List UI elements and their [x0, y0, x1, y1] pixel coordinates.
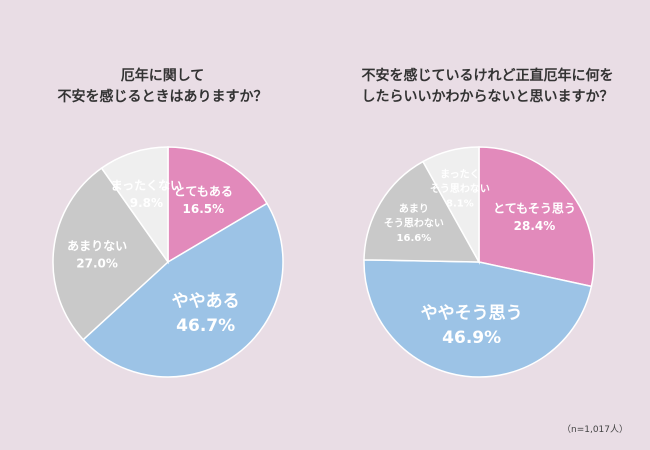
pie-1-slice-1-label: とてもある 16.5%: [174, 185, 233, 216]
slice-label-text: あまりない: [67, 239, 127, 253]
pie-2-slice-4-label: まったくそう思わない 8.1%: [430, 169, 490, 210]
slice-label-text: ややある: [172, 291, 240, 311]
slice-label-text: まったく: [440, 169, 480, 181]
pie-1-slice-4: [100, 146, 169, 265]
slice-label-text: ややそう思う: [421, 303, 523, 323]
chart-2-title: 不安を感じているけれど正直厄年に何を したらいいかわからないと思いますか？: [325, 66, 650, 108]
slice-label-text: とてもそう思う: [493, 202, 576, 216]
pie-chart-1: 厄年に関して 不安を感じるときはありますか？ とてもある 16.5% ややある 46.…: [0, 66, 325, 378]
pie-2-slice-1-label: とてもそう思う 28.4%: [493, 202, 576, 233]
chart-1-title-line-1: 厄年に関して: [120, 68, 205, 84]
slice-label-text: まったくない: [111, 179, 183, 193]
chart-1-title-line-2: 不安を感じるときはありますか？: [57, 89, 268, 105]
slice-label-text: あまり: [399, 202, 429, 215]
pie-2-slice-4: [421, 146, 480, 265]
pie-2-slice-2-label: ややそう思う 46.9%: [421, 303, 523, 348]
pie-chart-1-svg: とてもある 16.5% ややある 46.7% あまりない 27.0% まったくない 9.8%: [52, 146, 284, 378]
pie-2-slice-3-label: あまりそう思わない 16.6%: [384, 202, 444, 244]
slice-label-text: そう思わない: [430, 183, 490, 195]
slice-value-text: 27.0%: [76, 256, 118, 270]
chart-1-title: 厄年に関して 不安を感じるときはありますか？: [0, 66, 325, 108]
pie-1-slice-3-label: あまりない 27.0%: [67, 239, 127, 270]
pie-1-slice-4-label: まったくない 9.8%: [111, 179, 183, 210]
slice-value-text: 8.1%: [446, 199, 474, 210]
slice-value-text: 28.4%: [514, 219, 556, 233]
pie-2-slice-1: [478, 146, 595, 288]
pie-1-slice-2: [82, 202, 284, 378]
slice-label-text: そう思わない: [384, 217, 444, 229]
slice-value-text: 46.7%: [176, 316, 235, 336]
sample-size-note: （n=1,017人）: [561, 425, 628, 435]
slice-value-text: 46.9%: [442, 328, 501, 348]
slice-label-text: とてもある: [174, 185, 233, 199]
pie-1-slice-2-label: ややある 46.7%: [172, 291, 240, 336]
slice-value-text: 16.6%: [397, 233, 432, 244]
pie-2-slice-3: [363, 160, 481, 263]
pie-chart-2-svg: とてもそう思う 28.4%ややそう思う 46.9%あまりそう思わない 16.6%まった…: [363, 146, 595, 378]
slice-value-text: 9.8%: [130, 196, 163, 210]
slice-value-text: 16.5%: [183, 202, 225, 216]
pie-2-slice-2: [363, 259, 593, 378]
pie-chart-2: 不安を感じているけれど正直厄年に何を したらいいかわからないと思いますか？ とて…: [325, 0, 650, 450]
pie-1-slice-1: [167, 146, 269, 264]
pie-1-slice-3: [52, 167, 169, 341]
chart-2-title-line-1: 不安を感じているけれど正直厄年に何を: [361, 68, 614, 84]
chart-2-title-line-2: したらいいかわからないと思いますか？: [361, 89, 614, 105]
